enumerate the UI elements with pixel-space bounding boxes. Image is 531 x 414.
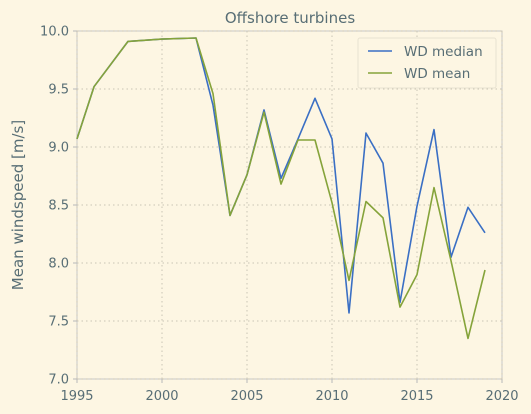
y-tick-label: 9.5 — [48, 83, 69, 98]
y-axis-title: Mean windspeed [m/s] — [9, 120, 27, 290]
y-tick-label: 9.0 — [48, 141, 69, 156]
legend: WD median WD mean — [357, 37, 497, 89]
legend-label: WD median — [404, 44, 483, 60]
x-tick-label: 1995 — [60, 389, 93, 404]
series-line-wd-mean — [76, 37, 486, 340]
x-tick-label: 2015 — [400, 389, 433, 404]
axes: 1995 2000 2005 2010 2015 2020 7.0 7.5 8.0 8.5 9.0 9… — [40, 25, 519, 405]
legend-box — [357, 37, 497, 89]
y-tick-label: 8.5 — [48, 199, 69, 214]
chart-title: Offshore turbines — [225, 9, 355, 27]
y-tick-label: 10.0 — [40, 25, 69, 40]
grid — [76, 30, 503, 380]
x-tick-label: 2020 — [485, 389, 518, 404]
series-lines — [76, 37, 486, 340]
y-tick-label: 7.0 — [48, 373, 69, 388]
legend-label: WD mean — [404, 66, 470, 82]
x-tick-label: 2005 — [230, 389, 263, 404]
x-tick-label: 2000 — [145, 389, 178, 404]
y-tick-label: 7.5 — [48, 315, 69, 330]
x-tick-label: 2010 — [315, 389, 348, 404]
y-tick-label: 8.0 — [48, 257, 69, 272]
